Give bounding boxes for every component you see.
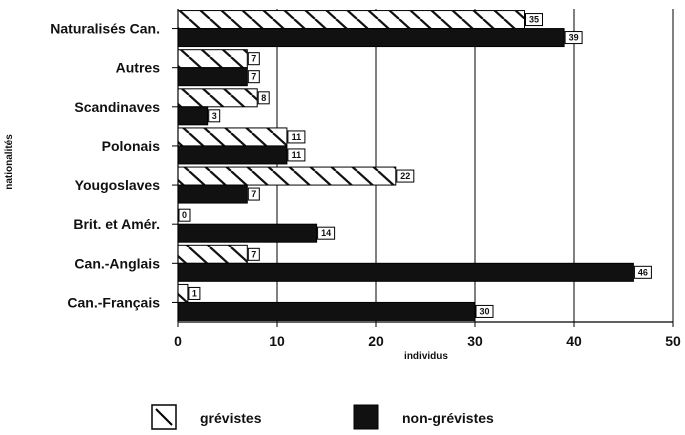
bar-non-grevistes (177, 184, 248, 204)
category-label: Can.-Français (67, 294, 160, 310)
bar-grevistes (177, 127, 288, 147)
data-label: 8 (261, 93, 266, 103)
bar-non-grevistes (177, 106, 209, 126)
legend-item: grévistes (151, 404, 262, 430)
data-label: 39 (569, 33, 579, 43)
data-label-box (396, 169, 415, 183)
category-label: Yougoslaves (75, 177, 161, 193)
category-label: Can.-Anglais (74, 255, 160, 271)
bar-non-grevistes (177, 67, 248, 87)
data-label: 46 (638, 267, 648, 277)
bar-grevistes (177, 88, 258, 108)
data-label-box (633, 265, 652, 279)
category-label: Brit. et Amér. (73, 216, 160, 232)
data-label: 22 (400, 171, 410, 181)
data-label: 7 (251, 249, 256, 259)
legend-label: non-grévistes (402, 410, 494, 426)
data-label-box (475, 304, 494, 318)
legend-swatch-hatch (155, 408, 173, 426)
data-label-box (287, 130, 306, 144)
x-tick-label: 40 (566, 333, 582, 349)
data-label: 35 (529, 15, 539, 25)
bar-non-grevistes (177, 28, 565, 48)
data-label: 11 (292, 150, 302, 160)
data-label: 14 (321, 228, 331, 238)
data-label-box (208, 109, 221, 123)
bar-non-grevistes (177, 145, 288, 165)
legend: grévistes non-grévistes (151, 404, 494, 430)
data-label-box (317, 226, 336, 240)
data-label: 1 (192, 288, 197, 298)
y-axis-title: nationalités (4, 134, 15, 190)
data-label-box (247, 70, 260, 84)
legend-label: grévistes (200, 410, 262, 426)
x-tick-label: 0 (174, 333, 182, 349)
data-label: 30 (479, 306, 489, 316)
bar-grevistes (177, 283, 189, 303)
data-label-box (247, 247, 260, 261)
category-label: Autres (116, 60, 161, 76)
data-label: 0 (182, 210, 187, 220)
data-label: 7 (251, 72, 256, 82)
x-tick-label: 30 (467, 333, 483, 349)
data-label-box (247, 52, 260, 66)
category-label: Scandinaves (74, 99, 160, 115)
data-label: 7 (251, 189, 256, 199)
bar-non-grevistes (177, 301, 476, 321)
data-label-box (188, 286, 201, 300)
data-label: 11 (292, 132, 302, 142)
data-label-box (564, 31, 583, 45)
category-label: Naturalisés Can. (50, 21, 160, 37)
x-axis-title: individus (404, 351, 448, 362)
data-label-box (287, 148, 306, 162)
x-tick-label: 50 (665, 333, 681, 349)
bar-non-grevistes (177, 223, 318, 243)
bar-grevistes (177, 49, 248, 69)
data-label: 3 (212, 111, 217, 121)
category-label: Polonais (102, 138, 161, 154)
data-label-box (247, 187, 260, 201)
bar-grevistes (177, 244, 248, 264)
legend-item: non-grévistes (353, 404, 494, 430)
data-label: 7 (251, 54, 256, 64)
x-tick-label: 10 (269, 333, 285, 349)
x-tick-label: 20 (368, 333, 384, 349)
bar-grevistes (177, 10, 525, 30)
legend-swatch-non-grevistes (353, 404, 379, 430)
data-label-box (525, 13, 543, 27)
bar-grevistes (177, 166, 397, 186)
bars: 35 39 7 7 8 3 11 11 22 7 0 14 7 46 1 30 (177, 10, 652, 321)
data-label-box (178, 208, 191, 222)
bar-non-grevistes (177, 262, 634, 282)
data-label-box (257, 91, 270, 105)
